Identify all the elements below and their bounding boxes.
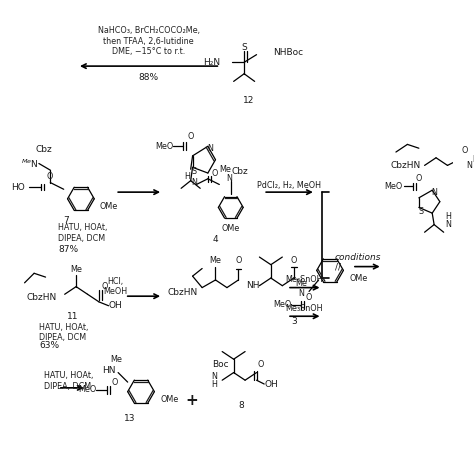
- Text: HATU, HOAt,
DIPEA, DCM: HATU, HOAt, DIPEA, DCM: [44, 372, 93, 391]
- Text: 11: 11: [66, 312, 78, 321]
- Text: H: H: [211, 380, 218, 389]
- Text: CbzHN: CbzHN: [168, 288, 198, 297]
- Text: OMe: OMe: [349, 273, 367, 283]
- Text: O: O: [416, 174, 422, 183]
- Text: N: N: [226, 174, 232, 183]
- Text: Cbz: Cbz: [35, 145, 52, 154]
- Text: NaHCO₃, BrCH₂COCO₂Me,
then TFAA, 2,6-lutidine
DME, −15°C to r.t.: NaHCO₃, BrCH₂COCO₂Me, then TFAA, 2,6-lut…: [98, 27, 200, 56]
- Text: H: H: [472, 155, 474, 164]
- Text: H₂N: H₂N: [203, 58, 220, 67]
- Text: 87%: 87%: [58, 245, 78, 254]
- Text: conditions: conditions: [335, 253, 382, 262]
- Text: CbzHN: CbzHN: [27, 292, 57, 301]
- Text: O: O: [235, 256, 242, 265]
- Text: 4: 4: [213, 236, 219, 245]
- Text: N: N: [431, 188, 437, 197]
- Text: $^{Me}$N: $^{Me}$N: [20, 157, 38, 170]
- Text: N: N: [211, 372, 218, 381]
- Text: O: O: [188, 132, 194, 141]
- Text: OMe: OMe: [160, 395, 178, 404]
- Text: Me: Me: [210, 256, 221, 265]
- Text: N: N: [466, 161, 473, 170]
- Text: Me: Me: [70, 265, 82, 274]
- Text: MeO: MeO: [384, 182, 403, 191]
- Text: 8: 8: [238, 401, 244, 410]
- Text: 13: 13: [124, 414, 136, 423]
- Text: CbzHN: CbzHN: [390, 161, 420, 170]
- Text: OH: OH: [109, 301, 122, 310]
- Text: 63%: 63%: [39, 341, 59, 350]
- Text: MeO: MeO: [155, 142, 173, 151]
- Text: O: O: [211, 169, 218, 178]
- Text: S: S: [418, 207, 423, 216]
- Text: S: S: [192, 167, 197, 176]
- Text: H: H: [184, 173, 190, 182]
- Text: HN: HN: [102, 366, 115, 375]
- Text: O: O: [306, 292, 312, 301]
- Text: HO: HO: [11, 183, 25, 192]
- Text: Me: Me: [219, 165, 231, 173]
- Text: 12: 12: [243, 96, 255, 105]
- Text: O: O: [111, 378, 118, 387]
- Text: N: N: [299, 289, 304, 298]
- Text: Me₃SnOH: Me₃SnOH: [285, 304, 323, 313]
- Text: N: N: [191, 178, 198, 187]
- Text: +: +: [185, 393, 198, 408]
- Text: O: O: [257, 360, 264, 369]
- Text: Boc: Boc: [212, 360, 228, 369]
- Text: MeO: MeO: [78, 385, 96, 394]
- Text: 3: 3: [291, 318, 297, 327]
- Text: S: S: [241, 43, 247, 52]
- Text: OH: OH: [264, 380, 278, 389]
- Text: 88%: 88%: [138, 73, 159, 82]
- Text: O: O: [46, 173, 53, 182]
- Text: O: O: [462, 146, 468, 155]
- Text: H: H: [446, 212, 451, 221]
- Text: 7: 7: [63, 216, 68, 225]
- Text: Me: Me: [110, 355, 122, 364]
- Text: HATU, HOAt,
DIPEA, DCM: HATU, HOAt, DIPEA, DCM: [58, 223, 107, 243]
- Text: HCl,
MeOH: HCl, MeOH: [103, 277, 128, 296]
- Text: NHBoc: NHBoc: [273, 48, 303, 57]
- Text: O: O: [101, 282, 108, 291]
- Text: HATU, HOAt,
DIPEA, DCM: HATU, HOAt, DIPEA, DCM: [39, 323, 88, 342]
- Text: NH: NH: [246, 281, 260, 290]
- Text: PdCl₂, H₂, MeOH: PdCl₂, H₂, MeOH: [257, 181, 321, 190]
- Text: Me: Me: [295, 279, 307, 288]
- Text: N: N: [207, 144, 213, 153]
- Text: Cbz: Cbz: [232, 167, 249, 176]
- Text: //: //: [335, 262, 341, 271]
- Text: N: N: [446, 220, 451, 229]
- Text: O: O: [291, 256, 297, 265]
- Text: MeO: MeO: [273, 301, 292, 309]
- Text: OMe: OMe: [100, 202, 118, 211]
- Text: Me₃SnOH: Me₃SnOH: [285, 275, 323, 284]
- Text: OMe: OMe: [222, 224, 240, 233]
